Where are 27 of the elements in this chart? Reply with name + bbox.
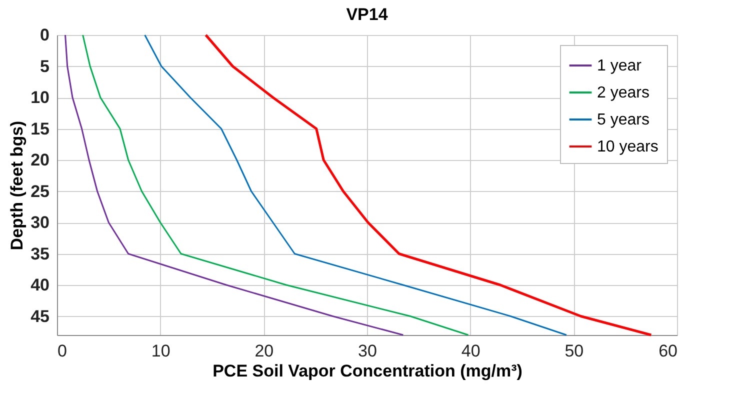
legend-label: 10 years bbox=[597, 138, 658, 156]
x-tick-label: 10 bbox=[151, 342, 170, 360]
y-tick-label: 45 bbox=[30, 306, 50, 326]
y-tick-label: 5 bbox=[40, 56, 50, 76]
chart-title: VP14 bbox=[346, 5, 388, 24]
line-series bbox=[82, 34, 470, 336]
legend-label: 5 years bbox=[597, 112, 650, 128]
x-tick-label: 0 bbox=[58, 342, 67, 360]
y-tick-label: 30 bbox=[30, 213, 50, 232]
y-tick-label: 0 bbox=[40, 26, 50, 44]
y-tick-label: 25 bbox=[30, 182, 50, 201]
y-tick-label: 10 bbox=[30, 88, 50, 107]
x-tick-label: 30 bbox=[358, 342, 377, 360]
line-series bbox=[144, 34, 568, 336]
line-series bbox=[64, 34, 404, 336]
y-axis-title: Depth (feet bgs) bbox=[8, 120, 27, 250]
y-tick-label: 15 bbox=[30, 119, 50, 138]
x-tick-label: 20 bbox=[254, 342, 274, 360]
y-tick-label: 20 bbox=[30, 150, 50, 170]
legend-label: 1 year bbox=[597, 58, 642, 74]
y-tick-label: 35 bbox=[30, 244, 50, 264]
legend-label: 2 years bbox=[597, 84, 650, 102]
x-tick-label: 60 bbox=[658, 342, 678, 360]
x-tick-label: 40 bbox=[461, 342, 480, 360]
x-tick-label: 50 bbox=[564, 342, 584, 360]
x-axis-title: PCE Soil Vapor Concentration (mg/m³) bbox=[212, 362, 522, 380]
y-tick-label: 40 bbox=[30, 276, 50, 294]
